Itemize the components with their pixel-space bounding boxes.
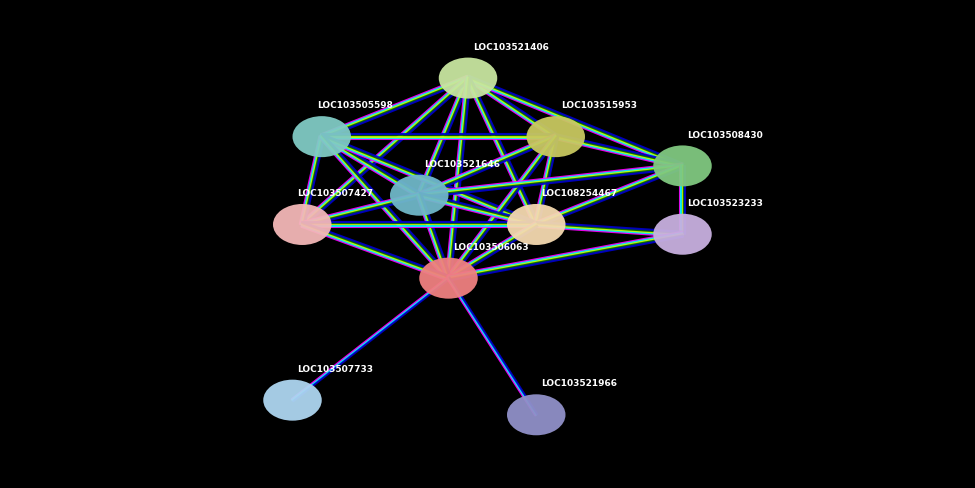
Text: LOC103521406: LOC103521406 xyxy=(473,43,549,52)
Text: LOC103515953: LOC103515953 xyxy=(561,102,637,110)
Text: LOC103523233: LOC103523233 xyxy=(687,199,763,208)
Ellipse shape xyxy=(439,58,497,99)
Ellipse shape xyxy=(653,145,712,186)
Text: LOC103508430: LOC103508430 xyxy=(687,131,763,140)
Ellipse shape xyxy=(390,175,448,216)
Ellipse shape xyxy=(507,394,566,435)
Text: LOC103507427: LOC103507427 xyxy=(297,189,373,198)
Text: LOC103521646: LOC103521646 xyxy=(424,160,500,169)
Ellipse shape xyxy=(507,204,566,245)
Text: LOC103507733: LOC103507733 xyxy=(297,365,373,374)
Text: LOC103505598: LOC103505598 xyxy=(317,102,393,110)
Ellipse shape xyxy=(526,116,585,157)
Text: LOC103521966: LOC103521966 xyxy=(541,380,617,388)
Ellipse shape xyxy=(292,116,351,157)
Ellipse shape xyxy=(263,380,322,421)
Ellipse shape xyxy=(653,214,712,255)
Text: LOC103506063: LOC103506063 xyxy=(453,243,529,252)
Text: LOC108254467: LOC108254467 xyxy=(541,189,617,198)
Ellipse shape xyxy=(273,204,332,245)
Ellipse shape xyxy=(419,258,478,299)
